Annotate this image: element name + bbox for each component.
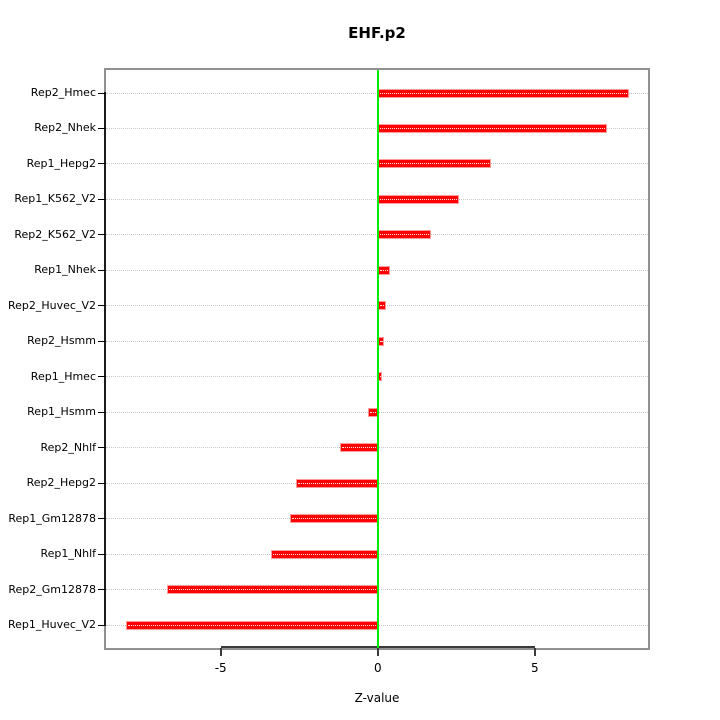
bar-Rep2_Hepg2 — [296, 478, 378, 488]
bar-Rep1_Nhlf — [270, 549, 378, 559]
category-label-Rep1_Hmec: Rep1_Hmec — [30, 369, 96, 383]
category-label-Rep1_Gm12878: Rep1_Gm12878 — [8, 511, 96, 525]
x-tick — [219, 648, 222, 656]
bar-Rep2_K562_V2 — [377, 230, 432, 240]
y-tick — [98, 127, 105, 129]
bar-grid-dots — [379, 198, 458, 200]
bar-Rep1_K562_V2 — [377, 194, 460, 204]
y-tick — [98, 234, 105, 236]
y-tick — [98, 376, 105, 378]
bar-grid-dots — [169, 589, 376, 591]
y-tick — [98, 163, 105, 165]
bar-grid-dots — [379, 376, 381, 378]
category-label-Rep2_Nhlf: Rep2_Nhlf — [40, 440, 96, 454]
category-label-Rep1_K562_V2: Rep1_K562_V2 — [14, 192, 96, 206]
bar-Rep2_Gm12878 — [167, 585, 378, 595]
chart-title: EHF.p2 — [348, 24, 406, 42]
y-tick — [98, 340, 105, 342]
x-tick — [376, 648, 379, 656]
y-tick — [98, 482, 105, 484]
category-label-Rep2_K562_V2: Rep2_K562_V2 — [14, 227, 96, 241]
category-label-Rep2_Huvec_V2: Rep2_Huvec_V2 — [8, 298, 96, 312]
y-tick — [98, 411, 105, 413]
category-label-Rep2_Hsmm: Rep2_Hsmm — [27, 334, 96, 348]
y-tick — [98, 92, 105, 94]
bar-Rep1_Hepg2 — [377, 159, 491, 169]
bar-grid-dots — [379, 163, 489, 165]
y-tick — [98, 518, 105, 520]
zero-reference-line — [376, 70, 379, 648]
bar-grid-dots — [291, 518, 376, 520]
bar-grid-dots — [379, 127, 606, 129]
x-tick — [533, 648, 536, 656]
x-axis-title: Z-value — [354, 691, 400, 705]
bar-grid-dots — [298, 482, 376, 484]
category-label-Rep1_Huvec_V2: Rep1_Huvec_V2 — [8, 618, 96, 631]
x-tick-label: 5 — [531, 661, 539, 675]
y-tick — [98, 269, 105, 271]
category-label-Rep1_Nhlf: Rep1_Nhlf — [40, 547, 96, 561]
bar-Rep1_Gm12878 — [289, 514, 378, 524]
y-tick — [98, 589, 105, 591]
bar-Rep2_Hmec — [377, 88, 630, 98]
bar-Rep1_Huvec_V2 — [126, 620, 378, 630]
y-axis-line — [104, 92, 106, 626]
bar-grid-dots — [379, 305, 384, 307]
category-label-Rep1_Hepg2: Rep1_Hepg2 — [26, 156, 96, 170]
bar-Rep1_Nhek — [377, 265, 391, 275]
y-tick — [98, 447, 105, 449]
category-label-Rep1_Hsmm: Rep1_Hsmm — [27, 405, 96, 419]
x-tick-label: -5 — [214, 661, 227, 675]
bar-grid-dots — [379, 92, 628, 94]
category-label-Rep2_Nhek: Rep2_Nhek — [34, 121, 96, 135]
y-tick — [98, 624, 105, 626]
category-label-Rep2_Gm12878: Rep2_Gm12878 — [8, 582, 96, 596]
bar-grid-dots — [379, 269, 389, 271]
category-label-Rep1_Nhek: Rep1_Nhek — [34, 263, 96, 277]
y-tick — [98, 198, 105, 200]
category-label-Rep2_Hmec: Rep2_Hmec — [30, 86, 96, 99]
category-label-Rep2_Hepg2: Rep2_Hepg2 — [26, 476, 96, 490]
bar-grid-dots — [370, 411, 376, 413]
plot-area — [98, 68, 650, 656]
bar-grid-dots — [272, 553, 376, 555]
bar-grid-dots — [379, 234, 430, 236]
bar-grid-dots — [128, 624, 376, 626]
y-tick — [98, 305, 105, 307]
bar-Rep2_Nhlf — [340, 443, 378, 453]
bar-Rep2_Huvec_V2 — [377, 301, 386, 311]
bar-grid-dots — [342, 447, 376, 449]
y-tick — [98, 553, 105, 555]
bar-Rep2_Nhek — [377, 123, 608, 133]
x-tick-label: 0 — [373, 661, 382, 675]
bar-grid-dots — [379, 340, 383, 342]
